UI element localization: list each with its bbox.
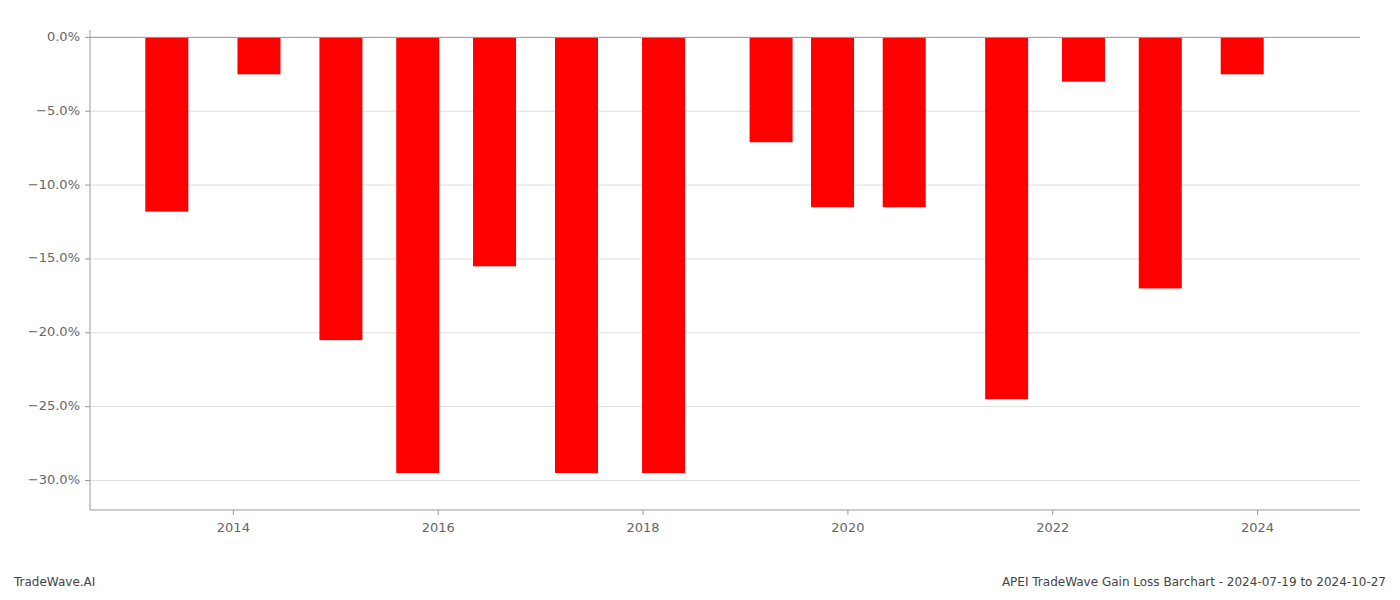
x-tick-label: 2020 bbox=[831, 520, 864, 535]
y-tick-label: −20.0% bbox=[28, 324, 80, 339]
bar bbox=[1139, 37, 1182, 288]
x-tick-label: 2018 bbox=[627, 520, 660, 535]
y-tick-mark bbox=[85, 480, 90, 481]
y-tick-label: −5.0% bbox=[36, 103, 80, 118]
y-tick-label: 0.0% bbox=[47, 29, 80, 44]
grid-line bbox=[90, 37, 1360, 38]
y-axis-line bbox=[90, 30, 91, 510]
bar bbox=[1221, 37, 1264, 74]
bar bbox=[237, 37, 280, 74]
x-tick-label: 2024 bbox=[1241, 520, 1274, 535]
x-tick-mark bbox=[438, 510, 439, 515]
bar bbox=[473, 37, 516, 266]
x-axis-line bbox=[90, 510, 1360, 511]
x-ticks: 2014 2016 2018 2020 2022 2024 bbox=[217, 510, 1274, 535]
y-tick-mark bbox=[85, 111, 90, 112]
bar bbox=[985, 37, 1028, 399]
chart-svg: 0.0% −5.0% −10.0% −15.0% −20.0% −25.0% −30.0% 2… bbox=[0, 0, 1400, 600]
y-tick-mark bbox=[85, 185, 90, 186]
grid-line bbox=[90, 406, 1360, 407]
x-tick-mark bbox=[847, 510, 848, 515]
bar bbox=[145, 37, 188, 211]
bar bbox=[642, 37, 685, 473]
x-tick-mark bbox=[1257, 510, 1258, 515]
bars bbox=[145, 37, 1263, 473]
grid-line bbox=[90, 332, 1360, 333]
y-tick-label: −10.0% bbox=[28, 177, 80, 192]
x-tick-mark bbox=[1052, 510, 1053, 515]
y-ticks: 0.0% −5.0% −10.0% −15.0% −20.0% −25.0% −30.0% bbox=[28, 29, 90, 487]
y-tick-mark bbox=[85, 258, 90, 259]
footer-text: TradeWave.AI bbox=[13, 575, 95, 589]
bar bbox=[750, 37, 793, 142]
y-tick-mark bbox=[85, 332, 90, 333]
x-tick-label: 2022 bbox=[1036, 520, 1069, 535]
footer-text: APEI TradeWave Gain Loss Barchart - 2024… bbox=[1002, 575, 1386, 589]
y-tick-label: −25.0% bbox=[28, 398, 80, 413]
bar bbox=[883, 37, 926, 207]
bar bbox=[555, 37, 598, 473]
bar bbox=[319, 37, 362, 340]
x-tick-label: 2014 bbox=[217, 520, 250, 535]
y-tick-label: −15.0% bbox=[28, 250, 80, 265]
bar bbox=[396, 37, 439, 473]
grid-line bbox=[90, 480, 1360, 481]
bar bbox=[811, 37, 854, 207]
chart-container: 0.0% −5.0% −10.0% −15.0% −20.0% −25.0% −30.0% 2… bbox=[0, 0, 1400, 600]
x-tick-label: 2016 bbox=[422, 520, 455, 535]
x-tick-mark bbox=[233, 510, 234, 515]
x-tick-mark bbox=[643, 510, 644, 515]
bar bbox=[1062, 37, 1105, 81]
grid bbox=[90, 37, 1360, 480]
y-tick-mark bbox=[85, 406, 90, 407]
y-tick-mark bbox=[85, 37, 90, 38]
y-tick-label: −30.0% bbox=[28, 472, 80, 487]
zero-line bbox=[90, 37, 1360, 38]
